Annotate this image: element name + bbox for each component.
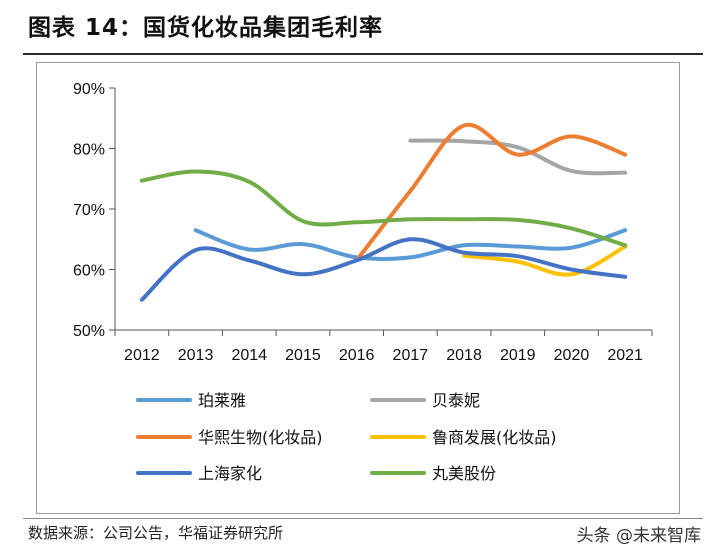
footer-rule: [23, 518, 703, 519]
x-tick-label: 2017: [393, 347, 429, 364]
x-tick-label: 2013: [178, 347, 214, 364]
series-line-4: [139, 237, 628, 302]
series-line-3: [462, 244, 628, 277]
x-tick-label: 2014: [231, 347, 267, 364]
x-tick-label: 2020: [554, 347, 590, 364]
x-tick-label: 2021: [607, 347, 643, 364]
y-tick-label: 90%: [73, 81, 105, 98]
chart-frame: [36, 62, 680, 514]
source-note: 数据来源：公司公告，华福证券研究所: [28, 524, 284, 542]
y-tick-label: 60%: [73, 263, 105, 280]
x-tick-label: 2018: [446, 347, 482, 364]
series-line-0: [193, 228, 628, 261]
y-tick-label: 80%: [73, 142, 105, 159]
watermark: 头条 @未来智库: [576, 526, 701, 546]
title-rule: [23, 53, 703, 55]
legend-label-1: 贝泰妮: [432, 391, 480, 410]
x-tick-label: 2015: [285, 347, 321, 364]
legend-label-2: 华熙生物(化妆品): [198, 428, 323, 447]
legend-label-4: 上海家化: [198, 464, 262, 483]
x-tick-label: 2016: [339, 347, 375, 364]
legend-label-0: 珀莱雅: [198, 391, 246, 410]
y-tick-label: 50%: [73, 323, 105, 340]
series-line-5: [139, 169, 628, 248]
series-line-2: [354, 122, 628, 263]
y-tick-label: 70%: [73, 202, 105, 219]
x-tick-label: 2012: [124, 347, 160, 364]
legend-label-5: 丸美股份: [432, 464, 496, 483]
legend-label-3: 鲁商发展(化妆品): [432, 428, 557, 447]
x-tick-label: 2019: [500, 347, 536, 364]
chart-title: 图表 14：国货化妆品集团毛利率: [28, 15, 384, 41]
